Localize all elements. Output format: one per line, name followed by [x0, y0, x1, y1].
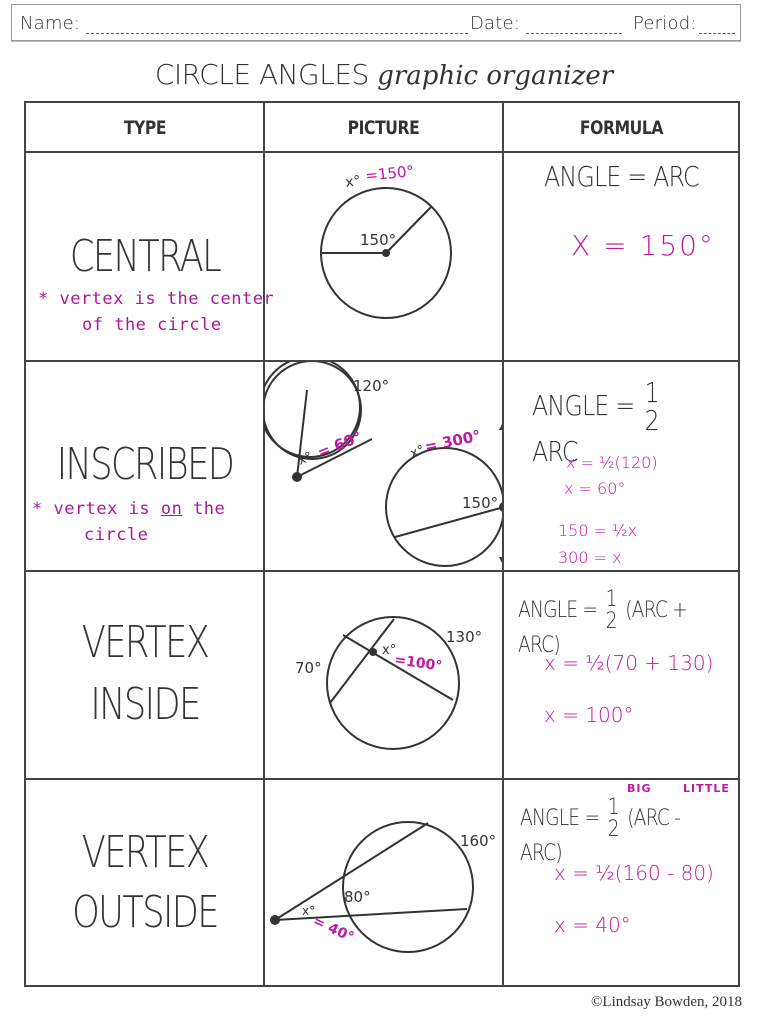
- row-divider: [26, 360, 738, 362]
- vertex-outside-diagram: 160° 80° x° = 40°: [270, 821, 496, 953]
- outside-work-line1: x = ½(160 - 80): [554, 861, 714, 885]
- annotation-big: BIG: [627, 782, 652, 795]
- title-main: CIRCLE ANGLES: [154, 58, 369, 91]
- inscribed-answer1: = 60°: [315, 428, 365, 462]
- date-field[interactable]: Date:: [470, 13, 623, 34]
- name-label: Name:: [20, 13, 81, 34]
- outside-work-line2: x = 40°: [554, 913, 631, 937]
- inside-work-line2: x = 100°: [544, 703, 634, 727]
- inscribed-answer2: = 300°: [423, 427, 482, 456]
- period-label: Period:: [633, 13, 697, 34]
- inscribed-x1-label: x°: [296, 449, 315, 468]
- inside-answer: =100°: [393, 652, 443, 675]
- formula-right: ARC: [532, 435, 579, 468]
- type-vertex-outside-line2: OUTSIDE: [72, 887, 219, 938]
- inscribed-work-line2: x = 60°: [564, 479, 626, 498]
- date-label: Date:: [470, 13, 521, 34]
- outside-arc-near-label: 80°: [344, 888, 371, 906]
- row-divider: [26, 778, 738, 780]
- outside-arc-far-label: 160°: [460, 832, 496, 850]
- name-field[interactable]: Name:: [20, 13, 469, 34]
- organizer-table: TYPE PICTURE FORMULA CENTRAL * vertex is…: [24, 101, 740, 987]
- inscribed-note-line1: * vertex is on the: [32, 499, 226, 519]
- vertex-inside-diagram: 70° 130° x° =100°: [295, 616, 482, 750]
- type-vertex-outside-line1: VERTEX: [81, 827, 210, 878]
- name-blank[interactable]: [86, 17, 469, 34]
- column-header-type: TYPE: [123, 117, 167, 139]
- outside-x-label: x°: [302, 904, 315, 918]
- copyright-footer: ©Lindsay Bowden, 2018: [591, 994, 742, 1010]
- type-central: CENTRAL: [69, 231, 222, 282]
- inscribed-work-line3: 150 = ½x: [558, 521, 638, 540]
- column-header-formula: FORMULA: [579, 117, 664, 139]
- central-angle-label: 150°: [360, 231, 396, 249]
- inscribed-angle-diagram: 120° x° = 60° 150° x° = 300°: [264, 362, 502, 567]
- student-info-header: Name: Date: Period:: [11, 4, 741, 41]
- outside-answer: = 40°: [310, 913, 356, 946]
- date-blank[interactable]: [526, 17, 623, 34]
- central-note-line2: of the circle: [82, 315, 222, 335]
- formula-right: (ARC + ARC): [518, 598, 688, 658]
- annotation-little: LITTLE: [683, 782, 730, 795]
- inscribed-arc1-label: 120°: [353, 377, 389, 395]
- central-formula: ANGLE = ARC: [544, 160, 700, 193]
- column-header-picture: PICTURE: [347, 117, 420, 139]
- formula-right: (ARC - ARC): [520, 806, 681, 866]
- inscribed-x2-label: x°: [408, 443, 426, 462]
- central-x-label: x°: [344, 173, 361, 191]
- column-divider: [502, 103, 504, 985]
- type-inscribed: INSCRIBED: [56, 439, 235, 490]
- inside-x-label: x°: [382, 643, 396, 658]
- central-angle-diagram: 150° x° =150°: [320, 162, 452, 319]
- central-answer: =150°: [365, 162, 415, 185]
- page-title: CIRCLE ANGLES graphic organizer: [0, 58, 768, 91]
- inscribed-work-line4: 300 = x: [558, 548, 622, 567]
- inscribed-arc2-label: 150°: [462, 494, 498, 512]
- period-blank[interactable]: [698, 17, 735, 34]
- column-divider: [263, 103, 265, 985]
- formula-left: ANGLE =: [532, 389, 635, 422]
- type-vertex-inside-line1: VERTEX: [81, 617, 210, 668]
- row-divider: [26, 570, 738, 572]
- inside-work-line1: x = ½(70 + 130): [544, 651, 714, 675]
- header-divider: [26, 151, 738, 153]
- formula-left: ANGLE =: [518, 598, 598, 623]
- inside-arc-left-label: 70°: [295, 659, 322, 677]
- inscribed-work-line1: x = ½(120): [566, 453, 658, 472]
- central-note-line1: * vertex is the center: [38, 289, 275, 309]
- title-script: graphic organizer: [377, 61, 614, 91]
- period-field[interactable]: Period:: [633, 13, 735, 34]
- formula-left: ANGLE =: [520, 806, 600, 831]
- type-vertex-inside-line2: INSIDE: [90, 679, 201, 730]
- inscribed-note-line2: circle: [84, 525, 149, 545]
- inside-arc-right-label: 130°: [446, 628, 482, 646]
- central-work-line1: X = 150°: [571, 229, 715, 262]
